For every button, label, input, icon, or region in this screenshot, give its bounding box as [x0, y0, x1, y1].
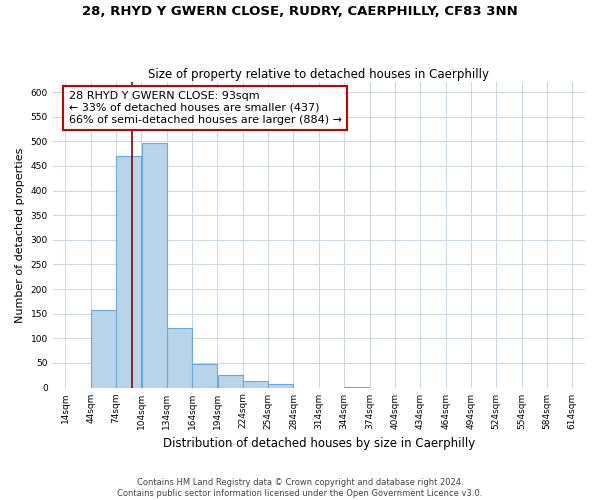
- Text: Contains HM Land Registry data © Crown copyright and database right 2024.
Contai: Contains HM Land Registry data © Crown c…: [118, 478, 482, 498]
- Bar: [91, 310, 116, 388]
- Bar: [268, 384, 293, 388]
- Bar: [192, 364, 217, 388]
- Bar: [116, 156, 141, 388]
- Bar: [218, 375, 242, 388]
- Text: 28, RHYD Y GWERN CLOSE, RUDRY, CAERPHILLY, CF83 3NN: 28, RHYD Y GWERN CLOSE, RUDRY, CAERPHILL…: [82, 5, 518, 18]
- Bar: [167, 328, 192, 388]
- Y-axis label: Number of detached properties: Number of detached properties: [15, 147, 25, 322]
- Bar: [243, 380, 268, 388]
- X-axis label: Distribution of detached houses by size in Caerphilly: Distribution of detached houses by size …: [163, 437, 475, 450]
- Bar: [344, 386, 370, 388]
- Title: Size of property relative to detached houses in Caerphilly: Size of property relative to detached ho…: [148, 68, 490, 81]
- Text: 28 RHYD Y GWERN CLOSE: 93sqm
← 33% of detached houses are smaller (437)
66% of s: 28 RHYD Y GWERN CLOSE: 93sqm ← 33% of de…: [68, 92, 341, 124]
- Bar: [142, 143, 167, 388]
